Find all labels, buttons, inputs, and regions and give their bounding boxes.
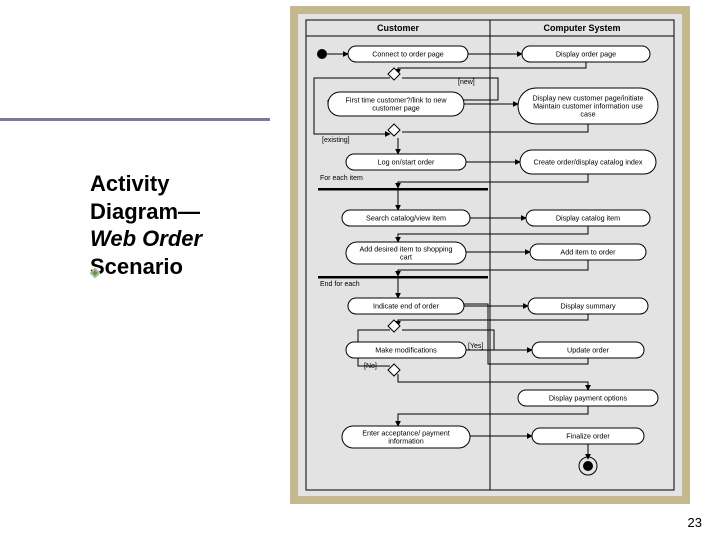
svg-text:customer page: customer page [372, 104, 420, 113]
svg-text:case: case [580, 110, 595, 119]
activity-diagram: Customer Computer System Connect to order … [290, 6, 690, 504]
svg-text:Update order: Update order [567, 346, 610, 355]
svg-text:Customer: Customer [377, 23, 420, 33]
svg-text:Display catalog item: Display catalog item [556, 214, 620, 223]
header-rule [0, 118, 270, 121]
svg-text:Computer System: Computer System [543, 23, 620, 33]
page-number: 23 [688, 515, 702, 530]
svg-text:For each item: For each item [320, 175, 363, 182]
svg-text:Indicate end of order: Indicate end of order [373, 302, 440, 311]
title-line: Scenario [90, 254, 183, 279]
svg-text:[new]: [new] [458, 79, 475, 86]
svg-text:[No]: [No] [364, 363, 377, 370]
title-line: Diagram— [90, 199, 200, 224]
svg-text:[Yes]: [Yes] [468, 343, 483, 350]
title-line: Web Order [90, 226, 202, 251]
svg-text:Display order page: Display order page [556, 50, 616, 59]
bullet-accent-icon [90, 268, 100, 278]
svg-text:Make modifications: Make modifications [375, 346, 437, 355]
svg-text:[existing]: [existing] [322, 137, 350, 144]
svg-text:cart: cart [400, 253, 412, 262]
svg-text:Display summary: Display summary [560, 302, 616, 311]
svg-text:Log on/start order: Log on/start order [378, 158, 435, 167]
svg-text:Finalize order: Finalize order [566, 432, 610, 441]
svg-text:information: information [388, 437, 424, 446]
title-line: Activity [90, 171, 169, 196]
svg-text:Search catalog/view item: Search catalog/view item [366, 214, 446, 223]
svg-text:Add item to order: Add item to order [560, 248, 616, 257]
svg-text:Display payment options: Display payment options [549, 394, 628, 403]
svg-text:End for each: End for each [320, 281, 360, 288]
slide-title: Activity Diagram— Web Order Scenario [90, 170, 280, 280]
svg-text:Connect to order page: Connect to order page [372, 50, 444, 59]
svg-text:Create order/display catalog i: Create order/display catalog index [533, 158, 642, 167]
